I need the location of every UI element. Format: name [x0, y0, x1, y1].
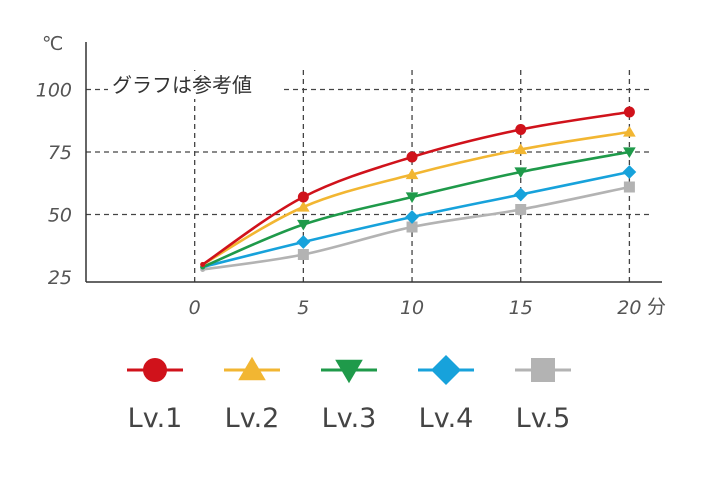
point-lv5-5 — [297, 249, 309, 260]
y-tick-75: 75 — [48, 142, 72, 164]
legend-label-lv2: Lv.2 — [225, 403, 280, 434]
reference-note: グラフは参考値 — [112, 73, 252, 97]
point-lv2-5 — [297, 200, 310, 212]
series-lv1 — [200, 106, 635, 267]
point-lv4-5 — [296, 235, 311, 249]
y-axis-unit: ℃ — [42, 33, 63, 55]
legend-marker-lv5 — [531, 358, 555, 382]
series-line-lv1 — [201, 110, 630, 266]
point-lv2-20 — [623, 125, 636, 137]
y-tick-100: 100 — [36, 80, 72, 102]
point-lv3-20 — [623, 147, 636, 159]
legend-marker-lv4 — [431, 355, 461, 385]
legend-label-lv1: Lv.1 — [128, 403, 183, 434]
x-tick-15: 15 — [509, 297, 533, 319]
point-lv5-10 — [406, 221, 418, 233]
legend-label-lv5: Lv.5 — [516, 403, 571, 434]
point-lv3-5 — [297, 219, 310, 231]
y-tick-50: 50 — [48, 205, 72, 227]
point-lv1-15 — [515, 124, 527, 135]
legend-marker-lv2 — [238, 356, 266, 381]
x-tick-20: 20 — [617, 297, 641, 319]
x-tick-0: 0 — [189, 297, 201, 319]
legend-label-lv3: Lv.3 — [322, 403, 377, 434]
legend-item-lv2: Lv.2 — [224, 356, 280, 434]
legend-label-lv4: Lv.4 — [419, 403, 474, 434]
legend-item-lv1: Lv.1 — [127, 358, 183, 434]
point-lv4-20 — [622, 165, 637, 179]
point-lv3-15 — [514, 167, 528, 179]
legend: Lv.1 Lv.2 Lv.3 Lv.4 Lv.5 — [127, 355, 571, 434]
point-lv5-15 — [515, 204, 527, 215]
x-tick-5: 5 — [297, 297, 309, 319]
point-lv3-10 — [405, 192, 419, 204]
legend-marker-lv1 — [143, 358, 167, 382]
point-lv2-10 — [405, 168, 419, 180]
x-axis-unit: 分 — [647, 296, 666, 318]
legend-item-lv5: Lv.5 — [515, 358, 571, 434]
point-lv1-5 — [297, 191, 309, 203]
point-lv5-20 — [623, 181, 635, 193]
point-lv1-10 — [406, 151, 418, 163]
annotation-group: グラフは参考値 — [108, 71, 282, 99]
point-lv2-15 — [514, 143, 528, 155]
y-tick-labels: 25 50 75 100 — [36, 80, 72, 290]
grid-lines — [86, 70, 650, 282]
legend-item-lv4: Lv.4 — [418, 355, 474, 434]
series-lv4 — [200, 165, 637, 270]
point-lv1-20 — [623, 106, 635, 118]
point-lv1-0 — [200, 262, 206, 267]
axes — [85, 42, 662, 283]
y-tick-25: 25 — [48, 267, 72, 289]
x-tick-labels: 0 5 10 15 20 — [189, 297, 642, 319]
legend-marker-lv3 — [335, 359, 363, 384]
x-tick-10: 10 — [400, 297, 424, 319]
point-lv4-15 — [513, 187, 528, 202]
point-lv4-10 — [405, 210, 419, 224]
legend-item-lv3: Lv.3 — [321, 359, 377, 434]
series-lines — [200, 106, 637, 272]
